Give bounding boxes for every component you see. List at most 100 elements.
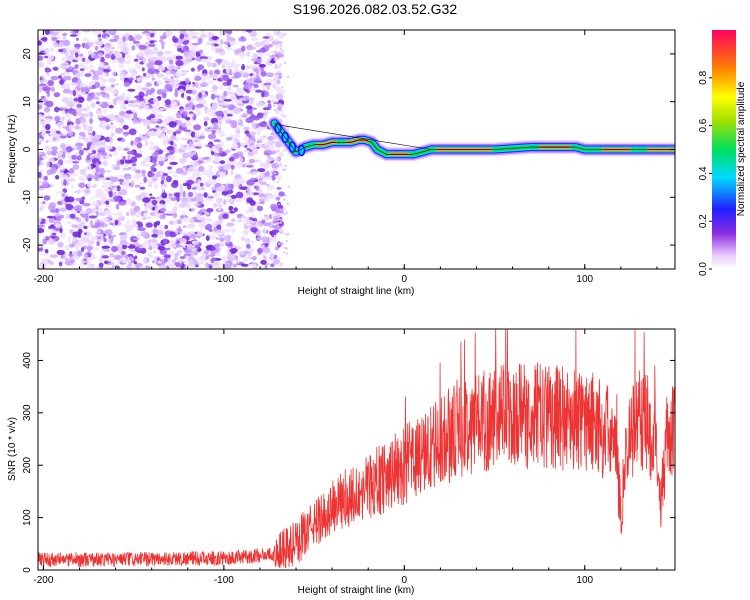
noise-blob	[135, 195, 143, 201]
noise-blob	[223, 98, 232, 102]
noise-blob	[259, 201, 265, 205]
noise-blob	[87, 92, 95, 100]
noise-blob	[197, 37, 203, 45]
snr-y-tick-label: 300	[22, 404, 33, 421]
noise-blob	[56, 249, 65, 256]
noise-blob	[95, 233, 104, 237]
noise-blob	[65, 52, 69, 58]
noise-blob	[65, 213, 72, 219]
noise-blob	[238, 97, 247, 101]
noise-blob	[183, 165, 187, 169]
noise-blob	[104, 53, 111, 59]
noise-blob	[169, 59, 174, 65]
noise-blob	[53, 92, 60, 98]
noise-speck	[276, 32, 279, 35]
noise-speck	[276, 96, 279, 99]
noise-blob	[182, 217, 189, 223]
noise-blob	[207, 218, 213, 223]
noise-blob	[233, 49, 242, 54]
noise-blob	[223, 263, 232, 269]
noise-blob	[186, 55, 193, 61]
noise-blob	[200, 82, 209, 87]
noise-blob	[41, 74, 46, 79]
noise-blob	[150, 119, 160, 122]
noise-blob	[134, 153, 142, 158]
noise-blob	[174, 254, 178, 261]
noise-blob	[119, 235, 125, 241]
noise-blob	[110, 245, 118, 253]
noise-blob	[138, 182, 145, 185]
noise-blob	[120, 102, 127, 109]
noise-blob	[158, 224, 164, 231]
noise-speck	[278, 177, 281, 180]
noise-blob	[75, 37, 79, 41]
noise-blob	[94, 40, 104, 46]
noise-blob	[171, 181, 179, 189]
noise-blob	[63, 179, 67, 186]
noise-blob	[273, 74, 277, 79]
noise-blob	[186, 245, 195, 251]
noise-blob	[242, 229, 249, 236]
noise-blob	[182, 70, 188, 74]
noise-blob	[64, 196, 70, 203]
noise-blob	[105, 238, 112, 243]
noise-blob	[214, 47, 220, 54]
noise-blob	[54, 115, 61, 122]
snr-x-tick-label: 0	[402, 575, 408, 586]
noise-blob	[252, 53, 259, 59]
noise-blob	[119, 239, 128, 247]
noise-blob	[74, 190, 81, 194]
noise-speck	[281, 55, 284, 59]
noise-blob	[220, 30, 226, 35]
noise-blob	[79, 263, 85, 267]
noise-blob	[62, 88, 71, 94]
noise-blob	[55, 208, 59, 215]
noise-blob	[112, 195, 122, 202]
noise-blob	[161, 127, 170, 131]
noise-blob	[110, 53, 116, 60]
noise-blob	[180, 197, 188, 203]
noise-blob	[271, 229, 280, 234]
snr-x-tick-label: -100	[214, 575, 234, 586]
noise-blob	[114, 219, 119, 226]
noise-blob	[168, 220, 175, 225]
noise-blob	[230, 200, 235, 205]
noise-blob	[72, 160, 80, 164]
noise-blob	[161, 192, 168, 199]
noise-blob	[78, 240, 86, 245]
noise-blob	[211, 73, 218, 80]
noise-blob	[137, 85, 143, 90]
noise-blob	[241, 45, 246, 52]
noise-blob	[113, 34, 120, 41]
noise-blob	[89, 117, 93, 124]
noise-blob	[73, 98, 78, 102]
noise-blob	[151, 157, 157, 164]
noise-blob	[240, 186, 249, 190]
snr-x-tick-label: 100	[576, 575, 593, 586]
noise-blob	[173, 38, 179, 43]
noise-blob	[167, 170, 175, 174]
noise-blob	[110, 132, 115, 137]
noise-blob	[55, 152, 61, 156]
noise-blob	[149, 114, 156, 119]
noise-blob	[42, 86, 51, 92]
noise-blob	[190, 67, 195, 72]
noise-blob	[235, 199, 243, 203]
noise-blob	[247, 151, 254, 157]
noise-blob	[107, 262, 115, 266]
noise-blob	[154, 113, 164, 120]
noise-blob	[182, 152, 190, 159]
noise-blob	[95, 109, 103, 115]
noise-blob	[144, 48, 153, 56]
noise-blob	[246, 179, 255, 186]
noise-blob	[175, 60, 184, 67]
noise-blob	[45, 218, 49, 226]
noise-blob	[134, 173, 140, 178]
noise-blob	[82, 173, 88, 178]
noise-blob	[46, 68, 52, 73]
noise-blob	[96, 114, 104, 118]
noise-blob	[41, 95, 45, 99]
noise-blob	[277, 204, 284, 210]
noise-blob	[244, 130, 250, 135]
noise-blob	[45, 130, 51, 134]
